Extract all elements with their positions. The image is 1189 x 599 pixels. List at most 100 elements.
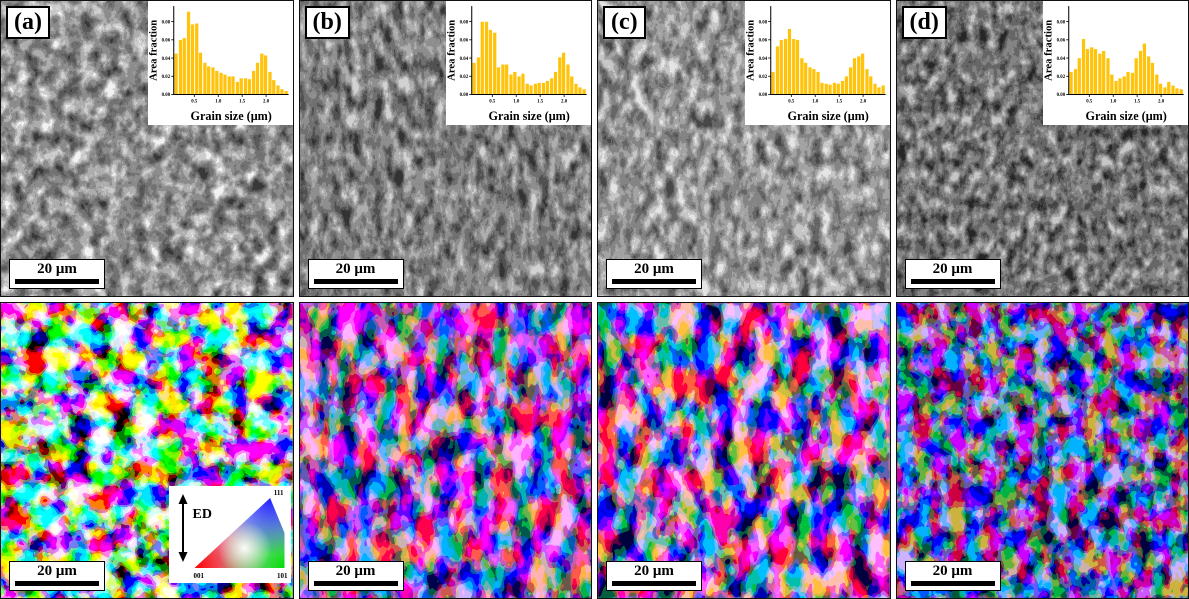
svg-text:0.00: 0.00	[460, 93, 469, 98]
svg-text:0.5: 0.5	[1086, 100, 1093, 105]
svg-text:0.00: 0.00	[1057, 93, 1066, 98]
svg-text:0.5: 0.5	[191, 100, 198, 105]
ipf-corner-001: 001	[193, 572, 205, 580]
panel-label-b: (b)	[304, 6, 350, 39]
svg-text:0.00: 0.00	[161, 93, 170, 98]
svg-text:0.04: 0.04	[1057, 57, 1066, 62]
scale-bar-label: 20 μm	[37, 563, 77, 579]
svg-text:1.0: 1.0	[812, 100, 819, 105]
scale-bar-line	[910, 581, 995, 586]
scale-bar: 20 μm	[307, 561, 404, 591]
ipf-corner-101: 101	[277, 572, 288, 580]
scale-bar-line	[910, 279, 995, 284]
scale-bar: 20 μm	[9, 259, 105, 289]
svg-text:Area fraction: Area fraction	[1043, 20, 1054, 81]
panel-a-sem-micrograph: 0.00 0.02 0.04 0.06 0.08 0.5 1.0 1.5 2.0 Grain si…	[0, 0, 294, 297]
svg-text:0.02: 0.02	[758, 75, 767, 80]
ipf-corner-111: 111	[273, 489, 284, 497]
svg-text:0.06: 0.06	[758, 39, 767, 44]
grain-size-histogram-chart: 0.00 0.02 0.04 0.06 0.08 0.5 1.0 1.5 2.0 Grain si…	[745, 6, 886, 123]
scale-bar-label: 20 μm	[335, 261, 376, 277]
ipf-color-triangle	[194, 498, 285, 568]
ed-direction: ED	[176, 494, 212, 562]
scale-bar: 20 μm	[9, 561, 105, 591]
svg-text:0.06: 0.06	[161, 39, 170, 44]
svg-text:2.0: 2.0	[860, 100, 867, 105]
scale-bar-label: 20 μm	[37, 261, 77, 277]
svg-text:0.04: 0.04	[758, 57, 767, 62]
svg-text:Area fraction: Area fraction	[446, 20, 457, 81]
scale-bar: 20 μm	[606, 561, 702, 591]
svg-text:1.5: 1.5	[1134, 100, 1141, 105]
panel-d-ipf-map: 20 μm	[895, 302, 1189, 599]
svg-text:Grain size (μm): Grain size (μm)	[190, 109, 271, 123]
svg-text:0.08: 0.08	[161, 20, 170, 25]
ed-direction-arrow-icon	[178, 494, 187, 562]
svg-text:2.0: 2.0	[561, 100, 568, 105]
scale-bar-label: 20 μm	[634, 563, 674, 579]
svg-text:2.0: 2.0	[1158, 100, 1165, 105]
scale-bar-line	[313, 279, 398, 284]
scale-bar-line	[612, 581, 696, 586]
svg-text:0.08: 0.08	[460, 20, 469, 25]
scale-bar: 20 μm	[307, 259, 404, 289]
svg-text:0.04: 0.04	[161, 57, 170, 62]
scale-bar-label: 20 μm	[634, 261, 674, 277]
svg-text:0.02: 0.02	[161, 75, 170, 80]
grain-size-histogram-chart: 0.00 0.02 0.04 0.06 0.08 0.5 1.0 1.5 2.0 Grain si…	[446, 6, 587, 123]
svg-text:Grain size (μm): Grain size (μm)	[488, 109, 569, 123]
ipf-texture	[896, 303, 1188, 598]
scale-bar-label: 20 μm	[932, 563, 973, 579]
ipf-legend: ED 111 001 101	[168, 486, 291, 583]
panel-label-a: (a)	[6, 6, 50, 39]
scale-bar-line	[313, 581, 398, 586]
svg-text:Area fraction: Area fraction	[148, 20, 159, 81]
grain-size-histogram-chart: 0.00 0.02 0.04 0.06 0.08 0.5 1.0 1.5 2.0 Grain si…	[1043, 6, 1184, 123]
grain-size-histogram-inset: 0.00 0.02 0.04 0.06 0.08 0.5 1.0 1.5 2.0 Grain si…	[446, 1, 591, 125]
ipf-color-triangle-wrap: 111 001 101	[194, 489, 288, 580]
scale-bar-line	[15, 581, 99, 586]
panel-label-c: (c)	[603, 6, 646, 39]
svg-text:Grain size (μm): Grain size (μm)	[787, 109, 868, 123]
panel-c-sem-micrograph: 0.00 0.02 0.04 0.06 0.08 0.5 1.0 1.5 2.0 Grain si…	[597, 0, 891, 297]
svg-text:0.08: 0.08	[1057, 20, 1066, 25]
svg-text:Grain size (μm): Grain size (μm)	[1085, 109, 1166, 123]
scale-bar-label: 20 μm	[932, 261, 973, 277]
grain-size-histogram-chart: 0.00 0.02 0.04 0.06 0.08 0.5 1.0 1.5 2.0 Grain si…	[148, 6, 289, 123]
svg-text:0.04: 0.04	[460, 57, 469, 62]
panel-a-ipf-map: ED 111 001 101 20 μm	[0, 302, 294, 599]
svg-text:0.02: 0.02	[1057, 75, 1066, 80]
grain-size-histogram-inset: 0.00 0.02 0.04 0.06 0.08 0.5 1.0 1.5 2.0 Grain si…	[744, 1, 890, 125]
svg-text:1.0: 1.0	[1110, 100, 1117, 105]
panel-b-ipf-map: 20 μm	[298, 302, 592, 599]
ipf-texture	[598, 303, 890, 598]
panel-d-sem-micrograph: 0.00 0.02 0.04 0.06 0.08 0.5 1.0 1.5 2.0 Grain si…	[895, 0, 1189, 297]
scale-bar: 20 μm	[606, 259, 702, 289]
svg-text:1.0: 1.0	[513, 100, 520, 105]
panel-c-ipf-map: 20 μm	[597, 302, 891, 599]
scale-bar-label: 20 μm	[335, 563, 376, 579]
svg-text:0.02: 0.02	[460, 75, 469, 80]
svg-text:0.06: 0.06	[1057, 39, 1066, 44]
ed-label: ED	[192, 507, 212, 522]
scale-bar-line	[612, 279, 696, 284]
panel-b-sem-micrograph: 0.00 0.02 0.04 0.06 0.08 0.5 1.0 1.5 2.0 Grain si…	[298, 0, 592, 297]
ipf-texture	[299, 303, 591, 598]
svg-text:1.5: 1.5	[537, 100, 544, 105]
svg-text:1.5: 1.5	[836, 100, 843, 105]
scale-bar: 20 μm	[904, 259, 1001, 289]
panel-label-d: (d)	[901, 6, 947, 39]
svg-text:0.5: 0.5	[489, 100, 496, 105]
grain-size-histogram-inset: 0.00 0.02 0.04 0.06 0.08 0.5 1.0 1.5 2.0 Grain si…	[147, 1, 293, 125]
grain-size-histogram-inset: 0.00 0.02 0.04 0.06 0.08 0.5 1.0 1.5 2.0 Grain si…	[1043, 1, 1188, 125]
svg-text:Area fraction: Area fraction	[745, 20, 756, 81]
svg-text:1.5: 1.5	[239, 100, 246, 105]
svg-text:0.5: 0.5	[788, 100, 795, 105]
svg-text:0.06: 0.06	[460, 39, 469, 44]
scale-bar: 20 μm	[904, 561, 1001, 591]
svg-text:1.0: 1.0	[215, 100, 222, 105]
svg-text:0.00: 0.00	[758, 93, 767, 98]
scale-bar-line	[15, 279, 99, 284]
svg-text:0.08: 0.08	[758, 20, 767, 25]
